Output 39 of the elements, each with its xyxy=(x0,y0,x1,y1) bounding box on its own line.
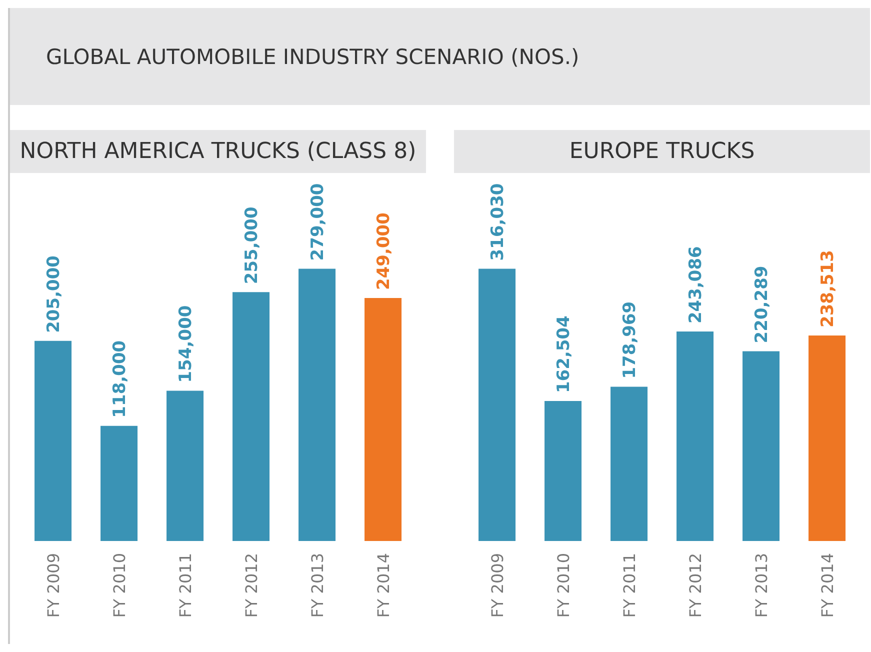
x-tick-label: FY 2012 xyxy=(686,553,705,618)
bar xyxy=(742,351,780,541)
x-tick-label: FY 2009 xyxy=(488,553,507,618)
x-tick-label: FY 2012 xyxy=(242,553,261,618)
bar xyxy=(478,268,516,541)
data-label: 178,969 xyxy=(620,301,640,379)
bar xyxy=(298,268,336,541)
bar xyxy=(610,386,648,541)
data-label: 205,000 xyxy=(44,255,64,333)
text: GLOBAL AUTOMOBILE INDUSTRY SCENARIO (NOS.) xyxy=(10,8,870,105)
chart-title: NORTH AMERICA TRUCKS (CLASS 8) xyxy=(10,130,426,173)
bar xyxy=(232,292,270,541)
x-tick-label: FY 2014 xyxy=(818,553,837,618)
x-tick-label: FY 2011 xyxy=(176,553,195,618)
data-label: 162,504 xyxy=(554,315,574,393)
data-label: 279,000 xyxy=(308,183,328,261)
data-label: 118,000 xyxy=(110,340,130,418)
bar xyxy=(808,335,846,541)
x-tick-label: FY 2013 xyxy=(308,553,327,618)
bar xyxy=(100,426,138,541)
data-label: 243,086 xyxy=(686,246,706,324)
bar xyxy=(166,390,204,541)
data-label: 316,030 xyxy=(488,183,508,261)
data-label: 249,000 xyxy=(374,212,394,290)
chart-title: EUROPE TRUCKS xyxy=(454,130,870,173)
data-label: 220,289 xyxy=(752,266,772,344)
bar xyxy=(676,332,714,541)
x-tick-label: FY 2013 xyxy=(752,553,771,618)
x-tick-label: FY 2014 xyxy=(374,553,393,618)
x-tick-label: FY 2010 xyxy=(554,553,573,618)
x-tick-label: FY 2010 xyxy=(110,553,129,618)
x-tick-label: FY 2011 xyxy=(620,553,639,618)
data-label: 255,000 xyxy=(242,206,262,284)
x-tick-label: FY 2009 xyxy=(44,553,63,618)
data-label: 238,513 xyxy=(818,250,838,328)
data-label: 154,000 xyxy=(176,305,196,383)
bar xyxy=(364,298,402,541)
bar xyxy=(544,400,582,541)
bar xyxy=(34,340,72,541)
